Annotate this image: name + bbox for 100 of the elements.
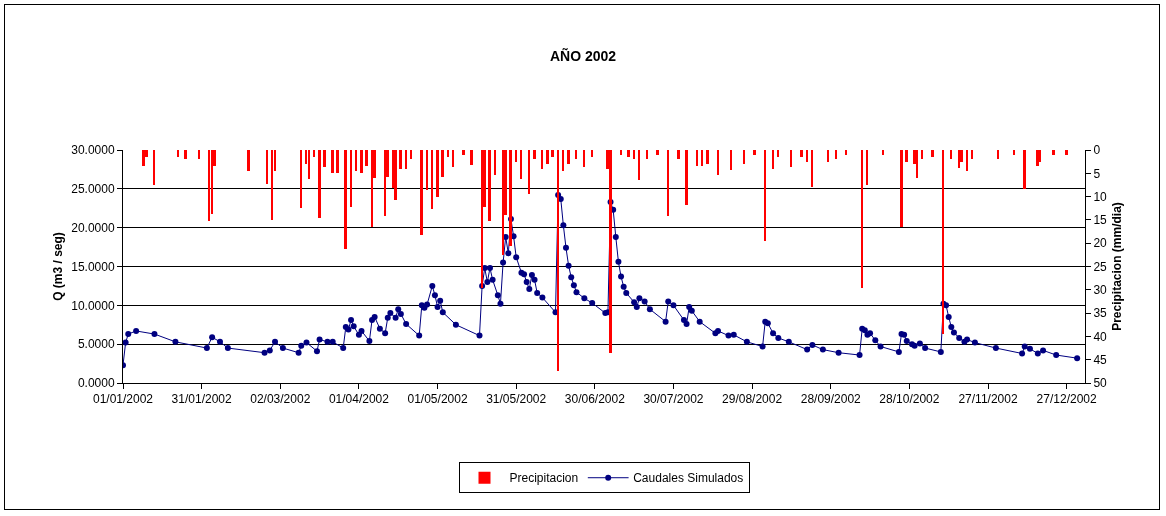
bar bbox=[950, 150, 952, 159]
bar bbox=[677, 150, 680, 159]
bar bbox=[184, 150, 187, 159]
bar bbox=[905, 150, 908, 162]
bar bbox=[627, 150, 630, 157]
bar bbox=[308, 150, 310, 179]
bar bbox=[620, 150, 622, 155]
bar bbox=[323, 150, 326, 167]
bar bbox=[646, 150, 648, 159]
x-tick-label: 28/10/2002 bbox=[879, 392, 940, 407]
bar bbox=[336, 150, 339, 173]
bar bbox=[827, 150, 829, 162]
bar bbox=[266, 150, 268, 184]
bar bbox=[575, 150, 577, 159]
bar bbox=[567, 150, 570, 164]
chart-title: AÑO 2002 bbox=[549, 47, 617, 65]
bar bbox=[882, 150, 884, 155]
bar bbox=[528, 150, 530, 194]
bar bbox=[394, 150, 397, 200]
bar bbox=[344, 150, 347, 249]
bar bbox=[753, 150, 756, 155]
y-tick-label: 0.0000 bbox=[77, 376, 115, 391]
bar bbox=[177, 150, 179, 157]
bar bbox=[153, 150, 155, 185]
bar bbox=[806, 150, 808, 162]
y2-tick-label: 25 bbox=[1093, 259, 1108, 274]
bar bbox=[431, 150, 433, 209]
y-axis-title: Q (m3 / seg) bbox=[50, 232, 65, 301]
bar bbox=[551, 150, 554, 157]
bar bbox=[399, 150, 402, 169]
x-tick-label: 01/04/2002 bbox=[328, 392, 390, 407]
x-tick-label: 02/03/2002 bbox=[250, 392, 311, 407]
bar bbox=[921, 150, 923, 159]
y-tick-label: 25.0000 bbox=[71, 182, 115, 197]
bar bbox=[488, 150, 491, 221]
bar bbox=[685, 150, 688, 205]
bar bbox=[515, 150, 517, 162]
bar bbox=[509, 150, 512, 246]
bar bbox=[997, 150, 999, 159]
bar bbox=[494, 150, 496, 175]
bar bbox=[1065, 150, 1068, 155]
x-tick-label: 27/11/2002 bbox=[958, 392, 1018, 407]
bar bbox=[142, 150, 145, 166]
bar bbox=[916, 150, 918, 178]
bar bbox=[1023, 150, 1026, 189]
bar bbox=[384, 150, 386, 216]
bar bbox=[1039, 150, 1041, 162]
y2-tick-label: 40 bbox=[1093, 329, 1108, 344]
bar bbox=[420, 150, 423, 235]
y2-tick-label: 10 bbox=[1093, 189, 1108, 204]
bar bbox=[861, 150, 863, 288]
y-tick-label: 20.0000 bbox=[71, 220, 115, 235]
y-tick-label: 30.0000 bbox=[71, 143, 115, 158]
bar bbox=[845, 150, 847, 155]
bar bbox=[502, 150, 504, 255]
x-tick-label: 30/07/2002 bbox=[643, 392, 704, 407]
y2-tick-label: 5 bbox=[1093, 166, 1101, 181]
bar bbox=[743, 150, 745, 164]
bar bbox=[318, 150, 321, 218]
bar bbox=[696, 150, 698, 166]
y2-tick-label: 30 bbox=[1093, 283, 1108, 297]
bar bbox=[706, 150, 709, 164]
bar bbox=[541, 150, 543, 169]
bar bbox=[360, 150, 363, 173]
bar bbox=[583, 150, 585, 167]
bar bbox=[533, 150, 536, 159]
bar bbox=[730, 150, 732, 170]
bar bbox=[371, 150, 373, 227]
bar bbox=[331, 150, 334, 173]
bar bbox=[1036, 150, 1039, 166]
bar bbox=[426, 150, 428, 190]
bar bbox=[701, 150, 703, 166]
bar bbox=[470, 150, 473, 165]
bar bbox=[591, 150, 593, 157]
x-tick-label: 31/01/2002 bbox=[171, 392, 232, 407]
bar bbox=[800, 150, 803, 157]
x-tick-label: 29/08/2002 bbox=[722, 392, 783, 407]
bar bbox=[247, 150, 250, 171]
legend-label: Precipitacion bbox=[509, 471, 579, 486]
bar bbox=[777, 150, 779, 157]
x-tick-label: 01/01/2002 bbox=[92, 392, 154, 407]
y2-axis-title: Precipitacion (mm/dia) bbox=[1109, 202, 1124, 331]
y2-tick-label: 20 bbox=[1093, 236, 1108, 251]
bar bbox=[633, 150, 635, 159]
bar bbox=[313, 150, 315, 157]
bar bbox=[562, 150, 564, 171]
x-tick-label: 31/05/2002 bbox=[486, 392, 547, 407]
y2-tick-label: 35 bbox=[1093, 306, 1108, 321]
bar bbox=[355, 150, 357, 171]
bar bbox=[462, 150, 465, 155]
bar bbox=[436, 150, 439, 197]
bar bbox=[365, 150, 368, 166]
bar bbox=[966, 150, 968, 171]
bar bbox=[971, 150, 973, 159]
bar bbox=[441, 150, 444, 177]
bar bbox=[811, 150, 813, 187]
y-tick-label: 10.0000 bbox=[71, 298, 115, 313]
bar bbox=[667, 150, 669, 216]
bar bbox=[638, 150, 640, 180]
bar bbox=[931, 150, 934, 157]
